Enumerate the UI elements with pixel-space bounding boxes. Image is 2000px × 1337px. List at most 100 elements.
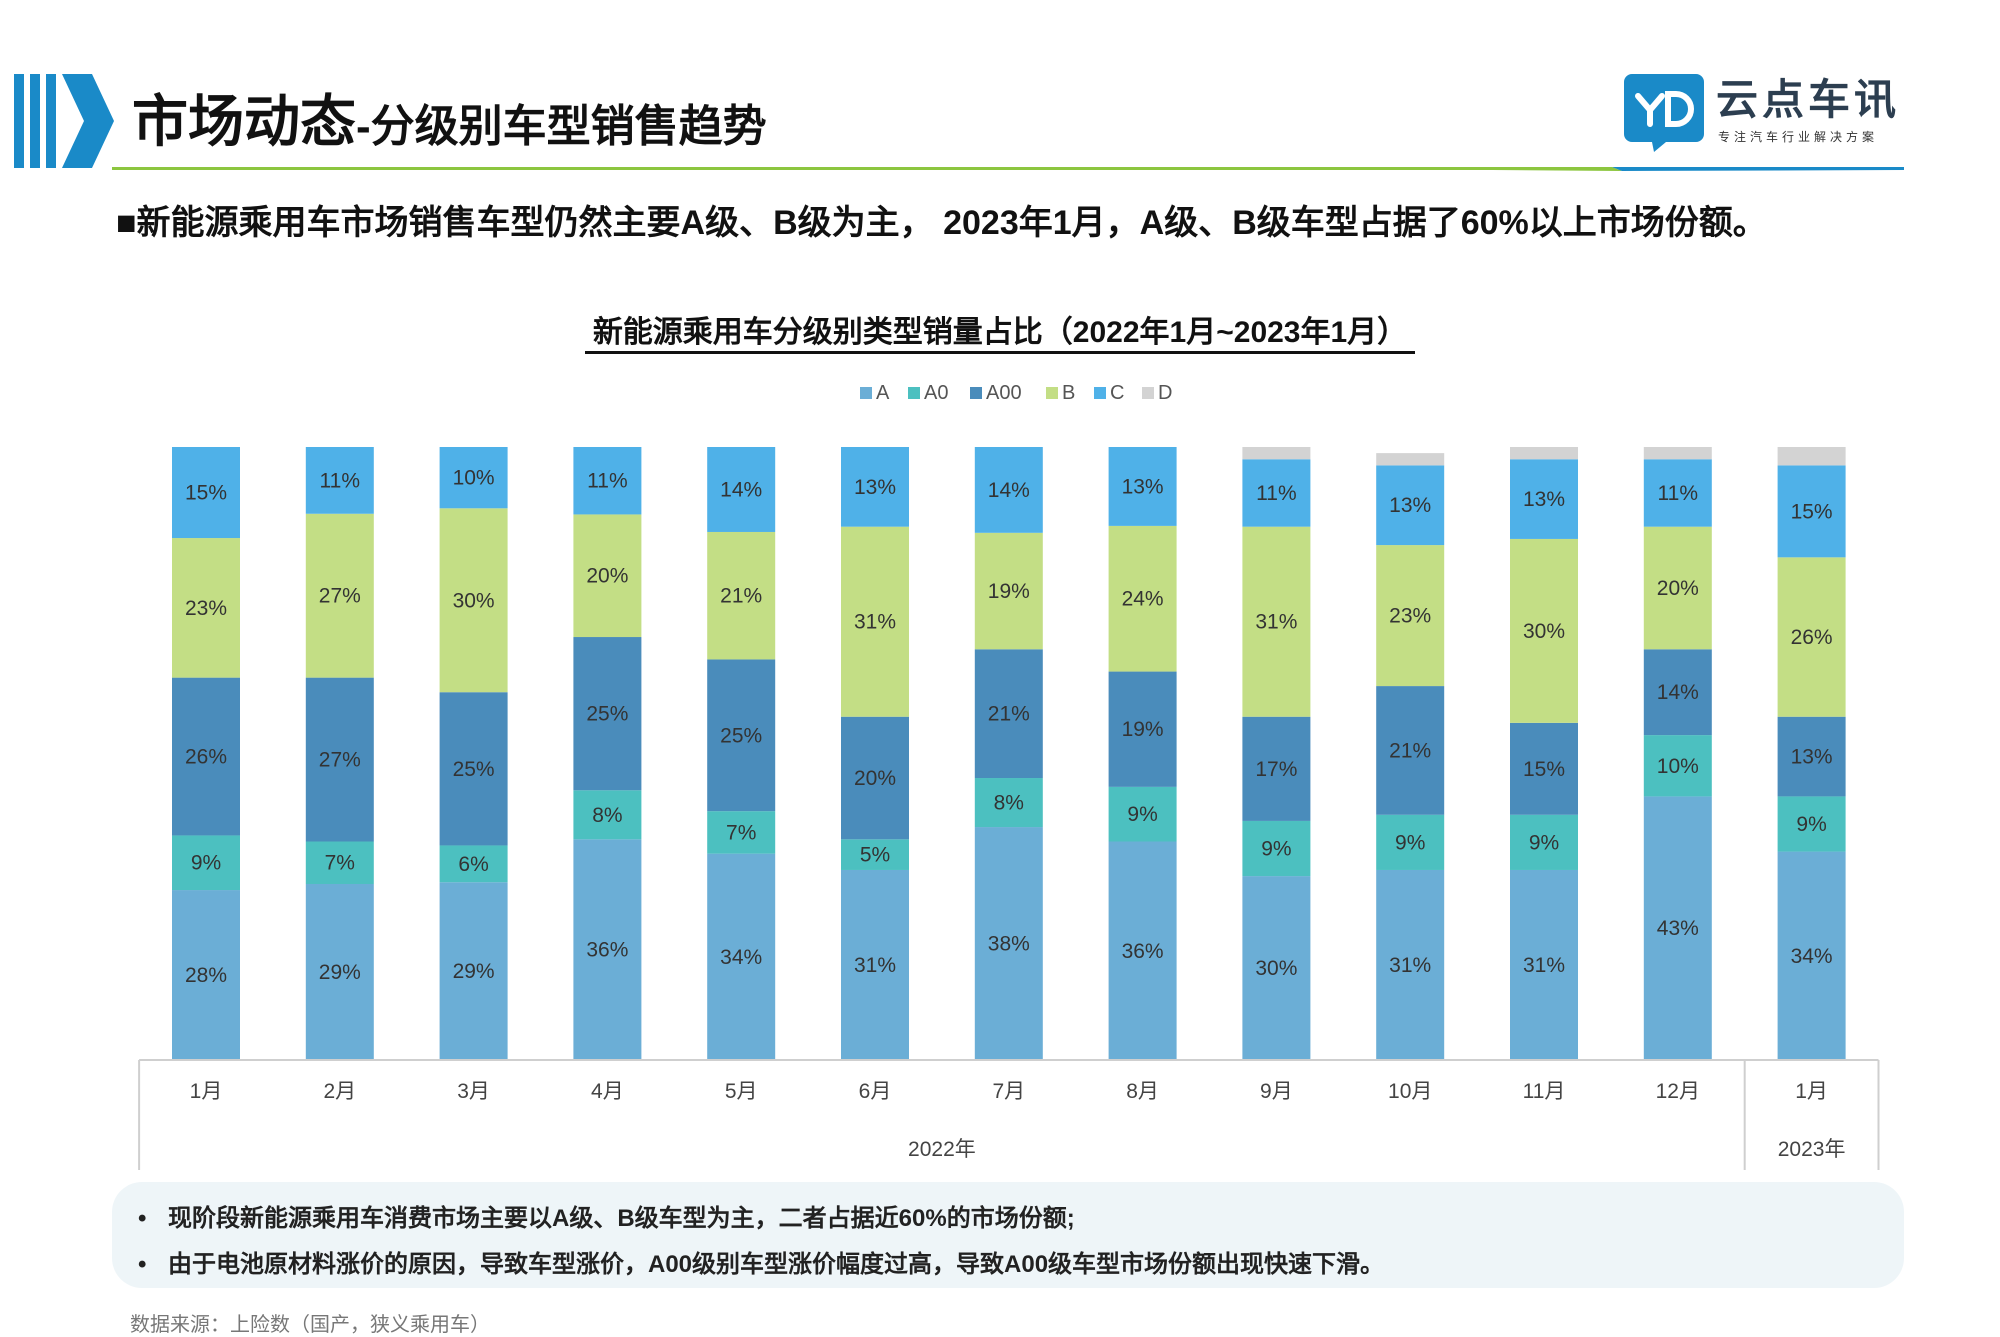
x-tick-label: 1月 (190, 1080, 223, 1103)
bar-segment (1510, 814, 1578, 870)
bar-segment (1376, 465, 1445, 546)
bar-segment (1242, 526, 1311, 717)
bar-value-label: 15% (1791, 500, 1833, 523)
x-tick-label: 8月 (1126, 1080, 1159, 1103)
bar-segment (1777, 716, 1846, 797)
bar-segment (1376, 869, 1445, 1060)
legend-label: C (1110, 382, 1124, 404)
bar-value-label: 13% (854, 476, 896, 499)
bar-value-label: 8% (592, 804, 622, 827)
bar-value-label: 43% (1657, 917, 1699, 940)
bar-value-label: 8% (994, 792, 1024, 815)
note-text: 现阶段新能源乘用车消费市场主要以A级、B级车型为主，二者占据近60%的市场份额; (168, 1205, 1075, 1232)
note-bullet: • (138, 1205, 147, 1232)
headline: ■新能源乘用车市场销售车型仍然主要A级、B级为主， 2023年1月，A级、B级车… (116, 204, 1767, 242)
bar-value-label: 36% (586, 939, 628, 962)
bar-value-label: 14% (988, 479, 1030, 502)
legend-swatch (1142, 387, 1154, 399)
bar-segment (1510, 538, 1578, 723)
bar-value-label: 15% (185, 482, 227, 505)
bar-segment (1643, 735, 1712, 797)
x-tick-label: 5月 (725, 1080, 758, 1103)
bar-segment (305, 513, 374, 678)
bar-segment (1376, 814, 1445, 870)
bar-value-label: 7% (726, 821, 756, 844)
bar-value-label: 13% (1122, 475, 1164, 498)
bar-segment (1242, 716, 1311, 821)
bar-value-label: 31% (1255, 611, 1297, 634)
bar-segment (172, 447, 240, 539)
bar-segment (1777, 465, 1846, 558)
bar-value-label: 9% (1796, 813, 1826, 836)
bar-value-label: 27% (319, 585, 361, 608)
bar-segment (1510, 722, 1578, 815)
bar-segment (305, 883, 374, 1060)
page-title-sub: -分级别车型销售趋势 (356, 102, 767, 151)
bar-value-label: 17% (1255, 758, 1297, 781)
x-tick-label: 6月 (859, 1080, 892, 1103)
bar-segment (172, 890, 240, 1060)
bar-segment (1643, 649, 1712, 736)
stacked-bar-chart: A A0 A00 B C D 28% 9% 26% 23% 15% 29% 7% 27% 27% 11% 29%… (138, 382, 1880, 1170)
bar-segment (974, 778, 1043, 828)
bar-value-label: 29% (319, 961, 361, 984)
legend-swatch (860, 387, 872, 399)
bar-value-label: 13% (1791, 746, 1833, 769)
chart-title: 新能源乘用车分级别类型销量占比（2022年1月~2023年1月） (584, 316, 1416, 354)
x-tick-label: 11月 (1523, 1080, 1566, 1103)
bar-segment (974, 532, 1043, 650)
note-item: • 由于电池原材料涨价的原因，导致车型涨价，A00级别车型涨价幅度过高，导致A00… (138, 1244, 1384, 1279)
bar-segment (841, 716, 909, 840)
legend-label: A0 (924, 382, 948, 404)
bar-segment (172, 677, 240, 836)
bar-segment (1108, 447, 1177, 526)
bar-segment (1242, 447, 1311, 460)
bar-segment (1643, 526, 1712, 650)
bar-segment (1643, 459, 1712, 527)
legend-swatch (1094, 387, 1106, 399)
bar-segment (1510, 869, 1578, 1060)
note-item: • 现阶段新能源乘用车消费市场主要以A级、B级车型为主，二者占据近60%的市场份额… (138, 1198, 1075, 1233)
note-bullet: • (138, 1251, 147, 1278)
bar-value-label: 11% (320, 469, 360, 492)
bar-value-label: 10% (1657, 755, 1699, 778)
x-tick-label: 3月 (457, 1080, 490, 1103)
bar-segment (707, 447, 776, 532)
bar-value-label: 26% (185, 746, 227, 769)
bar-value-label: 21% (988, 703, 1030, 726)
bar-segment (1376, 686, 1445, 815)
title-underline (112, 167, 1904, 171)
bar-segment (707, 853, 776, 1060)
bar-segment (439, 882, 508, 1060)
bar-segment (1777, 557, 1846, 717)
bar-value-label: 14% (1657, 681, 1699, 704)
bar-value-label: 9% (191, 852, 221, 875)
bar-segment (305, 841, 374, 884)
x-tick-label: 4月 (591, 1080, 624, 1103)
bar-value-label: 31% (1389, 954, 1431, 977)
bar-value-label: 30% (1523, 620, 1565, 643)
bar-segment (172, 835, 240, 891)
bar-value-label: 34% (720, 946, 762, 969)
bar-value-label: 13% (1523, 488, 1565, 511)
bar-segment (1643, 796, 1712, 1060)
x-group-label: 2023年 (1778, 1138, 1846, 1161)
bar-value-label: 6% (458, 853, 488, 876)
bar-value-label: 23% (185, 597, 227, 620)
bar-value-label: 14% (720, 478, 762, 501)
bar-segment (974, 827, 1043, 1060)
brand-tagline: 专注汽车行业解决方案 (1718, 130, 1879, 144)
x-group-label: 2022年 (908, 1138, 976, 1161)
legend-swatch (1046, 387, 1058, 399)
bar-value-label: 31% (854, 611, 896, 634)
bar-segment (573, 514, 642, 638)
bar-segment (1510, 459, 1578, 539)
legend-label: A (876, 382, 890, 404)
bar-value-label: 15% (1523, 758, 1565, 781)
bar-value-label: 27% (319, 749, 361, 772)
bar-value-label: 11% (1256, 482, 1296, 505)
note-text: 由于电池原材料涨价的原因，导致车型涨价，A00级别车型涨价幅度过高，导致A00级… (168, 1251, 1385, 1278)
bar-segment (1108, 841, 1177, 1060)
page-title: 市场动态-分级别车型销售趋势 (132, 88, 767, 161)
bar-value-label: 30% (453, 589, 495, 612)
